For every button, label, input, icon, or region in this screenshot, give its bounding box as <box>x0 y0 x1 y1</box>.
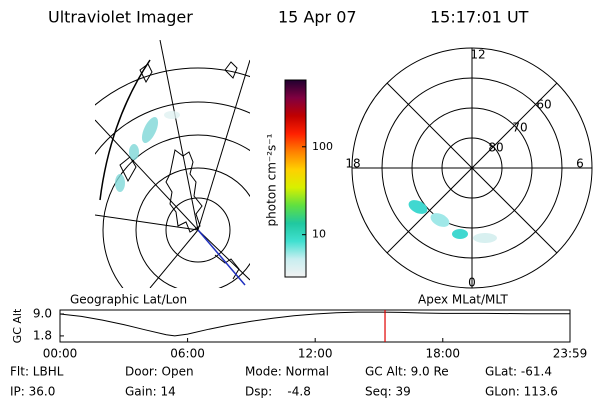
lat-label: 70 <box>512 121 527 135</box>
altitude-plot: GC Alt 1.8 9.0 00:00 06:00 12:00 18:00 23:59 <box>11 306 587 360</box>
x-tick-label: 23:59 <box>553 347 588 361</box>
time: 15:17:01 UT <box>430 8 529 27</box>
info-field: GLat: -61.4 <box>485 365 552 379</box>
colorbar-tick-label: 10 <box>312 228 326 241</box>
plot-frame <box>59 309 571 343</box>
y-axis-label: GC Alt <box>11 308 24 343</box>
x-tick-label: 06:00 <box>170 347 205 361</box>
colorbar <box>284 79 307 278</box>
colorbar-axis: 10 100 photon cm⁻²s⁻¹ <box>265 133 334 240</box>
title: Ultraviolet Imager <box>48 8 193 27</box>
y-tick-label: 9.0 <box>33 306 52 320</box>
mlt-label: 0 <box>468 276 476 290</box>
info-fields: Flt: LBHL Door: Open Mode: Normal GC Alt: 9… <box>10 365 558 399</box>
info-field: Door: Open <box>125 365 194 379</box>
mlt-label: 6 <box>576 157 584 171</box>
mlt-label: 18 <box>345 157 360 171</box>
colorbar-tick-label: 100 <box>312 140 333 153</box>
info-field: IP: 36.0 <box>10 385 55 399</box>
geographic-map <box>95 40 250 288</box>
panel-label: Geographic Lat/Lon <box>70 293 187 307</box>
x-tick-label: 12:00 <box>298 347 333 361</box>
mlt-label: 12 <box>470 48 485 62</box>
lat-label: 60 <box>536 98 551 112</box>
polar-plot: 12 6 0 18 60 70 80 <box>345 47 593 290</box>
x-tick-label: 18:00 <box>425 347 460 361</box>
x-tick-label: 00:00 <box>43 347 78 361</box>
panel-label: Apex MLat/MLT <box>418 293 508 307</box>
info-field: GC Alt: 9.0 Re <box>365 365 449 379</box>
y-tick-label: 1.8 <box>33 328 52 342</box>
date: 15 Apr 07 <box>278 8 357 27</box>
colorbar-label: photon cm⁻²s⁻¹ <box>265 133 279 226</box>
info-field: Flt: LBHL <box>10 365 64 379</box>
altitude-line <box>59 311 570 337</box>
info-field: Dsp: -4.8 <box>245 385 311 399</box>
info-field: Gain: 14 <box>125 385 176 399</box>
info-field: Seq: 39 <box>365 385 411 399</box>
info-field: GLon: 113.6 <box>485 385 558 399</box>
lat-label: 80 <box>488 141 503 155</box>
info-field: Mode: Normal <box>245 365 329 379</box>
